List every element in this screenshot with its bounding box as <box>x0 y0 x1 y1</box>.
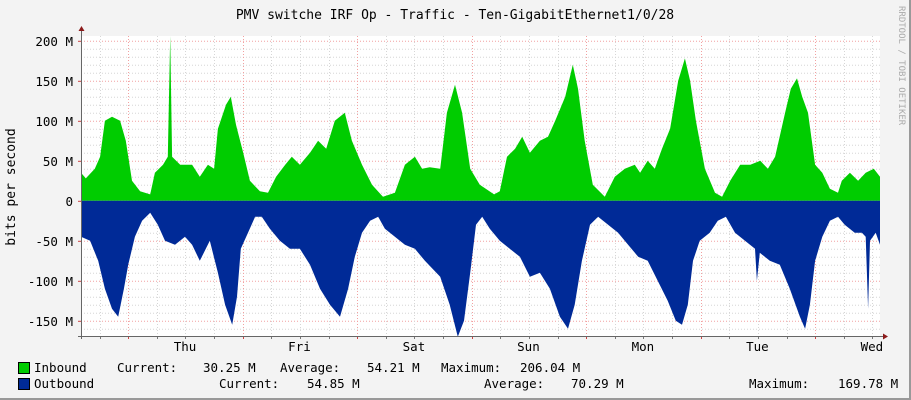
axes <box>78 26 888 340</box>
y-tick-label: 200 M <box>35 34 73 49</box>
outbound-current-label: Current: <box>219 376 280 391</box>
y-tick-label: 50 M <box>43 154 73 169</box>
outbound-current: 54.85 M <box>307 376 360 391</box>
x-tick-label: Mon <box>632 339 655 354</box>
inbound-maximum: 206.04 M <box>520 360 581 375</box>
y-tick-label: 0 <box>65 194 73 209</box>
y-tick-label: -50 M <box>35 234 73 249</box>
rrdtool-watermark: RRDTOOL / TOBI OETIKER <box>896 6 906 126</box>
x-tick-label: Sat <box>403 339 426 354</box>
outbound-swatch <box>18 378 30 390</box>
y-tick-label: 100 M <box>35 114 73 129</box>
x-tick-label: Tue <box>746 339 769 354</box>
y-tick-label: 150 M <box>35 74 73 89</box>
inbound-average: 54.21 M <box>367 360 420 375</box>
chart-title: PMV switche IRF Op - Traffic - Ten-Gigab… <box>236 8 674 23</box>
inbound-current: 30.25 M <box>203 360 256 375</box>
inbound-current-label: Current: <box>117 360 178 375</box>
area-inbound <box>81 36 880 201</box>
outbound-maximum-label: Maximum: <box>749 376 810 391</box>
x-axis-arrow <box>883 333 888 340</box>
y-tick-label: -150 M <box>28 314 73 329</box>
outbound-average-label: Average: <box>484 376 545 391</box>
inbound-swatch <box>18 362 30 374</box>
series-areas <box>81 36 880 337</box>
x-tick-label: Sun <box>517 339 540 354</box>
y-tick-label: -100 M <box>28 274 73 289</box>
inbound-average-label: Average: <box>280 360 341 375</box>
x-tick-label: Thu <box>174 339 197 354</box>
y-axis-arrow <box>78 26 85 31</box>
x-tick-label: Fri <box>288 339 311 354</box>
outbound-maximum: 169.78 M <box>838 376 899 391</box>
area-outbound <box>81 200 880 337</box>
inbound-maximum-label: Maximum: <box>441 360 502 375</box>
outbound-name: Outbound <box>34 376 95 391</box>
x-tick-label: Wed <box>861 339 884 354</box>
inbound-name: Inbound <box>34 360 87 375</box>
tick-labels: 200 M 150 M 100 M 50 M 0 -50 M -100 M -150 M Thu… <box>28 34 883 354</box>
y-axis-label: bits per second <box>4 128 19 245</box>
outbound-average: 70.29 M <box>571 376 624 391</box>
